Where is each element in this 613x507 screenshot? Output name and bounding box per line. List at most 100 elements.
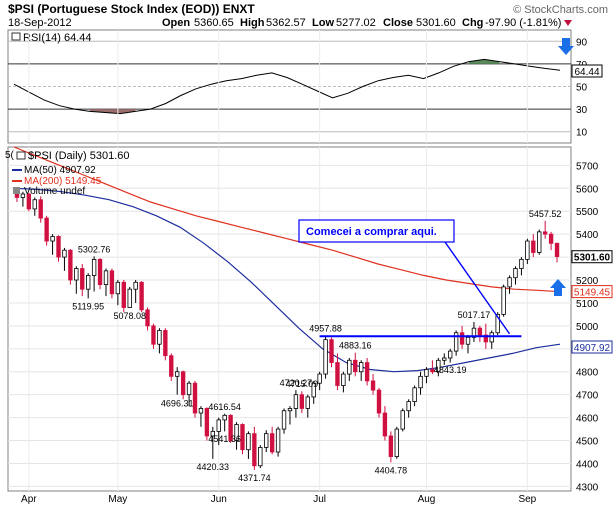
candle-body [56, 236, 61, 258]
low-label: Low [312, 17, 334, 29]
candle-body [204, 408, 210, 437]
candle-body [513, 268, 518, 279]
candle-body [109, 270, 115, 295]
ma200-legend: MA(200) 5149.45 [24, 176, 102, 187]
price-label: 4696.31 [161, 399, 194, 409]
close-label: Close [383, 17, 413, 29]
price-label: 4843.19 [434, 365, 467, 375]
price-label: 4616.54 [208, 402, 241, 412]
candle-body [62, 249, 67, 258]
price-tags: 5301.60 5149.45 4907.92 [571, 250, 613, 354]
price-label: 4715.09 [286, 379, 319, 389]
candle-body [264, 433, 269, 448]
symbol-title: $PSI (Portuguese Stock Index (EOD)) ENXT [8, 2, 255, 16]
candle-body [192, 382, 198, 414]
candle-body [453, 332, 459, 352]
price-label: 5302.76 [78, 244, 111, 254]
candle-body [335, 362, 340, 386]
candle-body [323, 339, 328, 375]
price-tick-label: 4400 [576, 459, 599, 470]
candle-body [68, 249, 73, 281]
price-tag-box [571, 340, 613, 354]
price-label: 4541.36 [208, 434, 241, 444]
x-tick-label: Jun [211, 494, 227, 505]
price-tick-label: 4300 [576, 482, 599, 493]
candle-body [163, 330, 168, 357]
candle-body [50, 236, 55, 242]
watermark: © StockCharts.com [513, 4, 608, 16]
candle-body [139, 281, 144, 311]
candle-body [97, 258, 103, 285]
x-tick-label: Apr [21, 494, 37, 505]
price-label: 5119.95 [72, 301, 104, 311]
candle-body [388, 435, 394, 457]
price-label: 4957.88 [309, 324, 342, 334]
candle-body [483, 334, 488, 343]
candle-body [210, 430, 215, 437]
candle-body [359, 362, 364, 373]
price-tag-label: 5301.60 [574, 253, 611, 264]
ma200-line [13, 146, 561, 293]
price-tag-box [571, 250, 613, 264]
price-tick-label: 5200 [576, 276, 599, 287]
price-label: 4371.74 [238, 473, 271, 483]
candle-body [38, 199, 43, 219]
annotation-text: Comecei a comprar aqui. [306, 226, 437, 238]
candle-body [465, 336, 471, 345]
candle-body [305, 396, 310, 409]
candle-body [341, 373, 346, 386]
price-tick-label: 4600 [576, 414, 599, 425]
rsi-tick-label: 30 [576, 105, 588, 116]
price-grid [8, 30, 571, 491]
x-tick-label: Sep [518, 494, 536, 505]
candle-body [80, 268, 85, 290]
price-tick-label: 5500 [576, 207, 599, 218]
price-tick-label: 5400 [576, 230, 599, 241]
rsi-value-tag: 64.44 [571, 64, 603, 78]
open-value: 5360.65 [194, 17, 234, 29]
x-tick-label: May [108, 494, 127, 505]
up-arrow-icon [550, 279, 566, 296]
candle-body [287, 408, 293, 412]
header-date: 18-Sep-2012 [8, 17, 72, 29]
rsi-legend-text: RSI(14) 64.44 [23, 32, 91, 44]
candle-body [299, 394, 305, 409]
candle-body [353, 359, 358, 373]
price-edge-label: 5( [5, 150, 15, 161]
price-label: 5457.52 [529, 209, 562, 219]
candle-body [400, 410, 405, 430]
down-arrow-icon [558, 38, 574, 55]
candle-body [394, 428, 399, 457]
low-value: 5277.02 [336, 17, 376, 29]
price-label: 4883.16 [339, 341, 372, 351]
rsi-tick-label: 90 [576, 37, 588, 48]
down-triangle-icon [564, 20, 572, 26]
price-tick-label: 4500 [576, 437, 599, 448]
candle-body [501, 286, 506, 315]
candle-body [186, 382, 192, 396]
rsi-legend-icon [11, 32, 21, 41]
chg-value: -97.90 (-1.81%) [485, 17, 561, 29]
candle-body [86, 275, 91, 290]
ohlc-summary: Open 5360.65 High 5362.57 Low 5277.02 Cl… [162, 17, 572, 29]
candle-body [542, 231, 548, 235]
price-legend-main: $PSI (Daily) 5301.60 [28, 150, 130, 162]
candle-body [293, 394, 299, 409]
candle-body [382, 412, 388, 437]
candle-body [430, 369, 435, 373]
candle-body [252, 433, 257, 467]
candle-body [151, 325, 156, 345]
price-tag-label: 4907.92 [574, 343, 611, 354]
candle-body [246, 433, 251, 451]
high-value: 5362.57 [266, 17, 306, 29]
price-labels: 5302.76 5119.95 5078.08 4616.54 4420.33 4371.… [72, 209, 561, 483]
candle-body [26, 193, 32, 210]
annotation: Comecei a comprar aqui. [298, 219, 511, 335]
candle-body [133, 281, 138, 290]
candle-body [32, 199, 37, 210]
price-legend: 5( $PSI (Daily) 5301.60 MA(50) 4907.92 M… [5, 150, 130, 197]
rsi-line [13, 58, 561, 115]
candle-body [525, 240, 530, 260]
candle-body [91, 258, 97, 276]
price-tick-label: 5600 [576, 184, 599, 195]
